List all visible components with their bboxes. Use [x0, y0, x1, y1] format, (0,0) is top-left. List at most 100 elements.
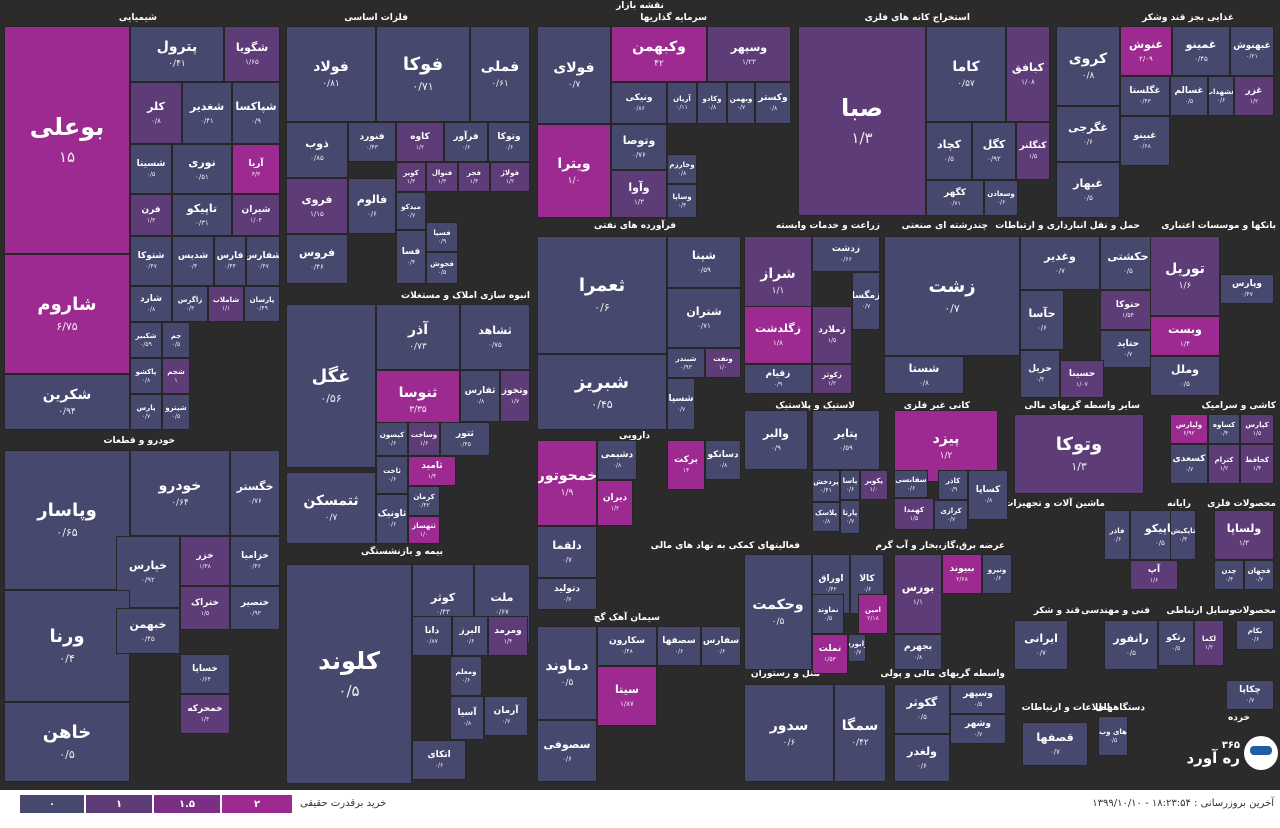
- symbol-tile[interactable]: پکویر ۱/۰: [860, 470, 888, 500]
- symbol-tile[interactable]: شکبیر ۰/۵۹: [130, 322, 162, 358]
- symbol-tile[interactable]: شارد ۰/۸: [130, 286, 172, 322]
- symbol-tile[interactable]: فنوال ۱/۳: [426, 162, 458, 192]
- symbol-tile[interactable]: حآسا ۰/۶: [1020, 290, 1064, 350]
- symbol-tile[interactable]: فسا ۰/۴: [396, 230, 426, 284]
- symbol-tile[interactable]: ببیوند ۲/۶۸: [942, 554, 982, 594]
- symbol-tile[interactable]: ولغدر ۰/۶: [894, 734, 950, 782]
- symbol-tile[interactable]: زشت ۰/۷: [884, 236, 1020, 356]
- symbol-tile[interactable]: غزر ۱/۲: [1234, 76, 1274, 116]
- symbol-tile[interactable]: غبهنوش ۰/۲۱: [1230, 26, 1274, 76]
- symbol-tile[interactable]: ونفت ۱/۰: [705, 348, 741, 378]
- symbol-tile[interactable]: توریل ۱/۶: [1150, 236, 1220, 316]
- symbol-tile[interactable]: لکما ۱/۲: [1194, 620, 1224, 666]
- symbol-tile[interactable]: شجم ۱: [162, 358, 190, 394]
- symbol-tile[interactable]: فروی ۱/۱۵: [286, 178, 348, 234]
- symbol-tile[interactable]: وشهر ۰/۷: [950, 714, 1006, 744]
- symbol-tile[interactable]: شیران ۱/۰۴: [232, 194, 280, 236]
- symbol-tile[interactable]: آرمان ۰/۷: [484, 696, 528, 736]
- symbol-tile[interactable]: شدیس ۰/۴: [172, 236, 214, 286]
- symbol-tile[interactable]: وبهمن ۰/۷: [727, 82, 755, 124]
- symbol-tile[interactable]: کحافظ ۱/۴: [1240, 444, 1274, 484]
- symbol-tile[interactable]: کاذر ۰/۹: [938, 470, 968, 500]
- symbol-tile[interactable]: غگل ۰/۵۶: [286, 304, 376, 468]
- symbol-tile[interactable]: وسپهر ۰/۵: [950, 684, 1006, 714]
- symbol-tile[interactable]: زملارد ۱/۵: [812, 306, 852, 364]
- symbol-tile[interactable]: حریل ۰/۴: [1020, 350, 1060, 398]
- symbol-tile[interactable]: دشیمی ۰/۸: [597, 440, 637, 480]
- symbol-tile[interactable]: ثتمسکن ۰/۷: [286, 472, 376, 544]
- symbol-tile[interactable]: آذر ۰/۷۳: [376, 304, 460, 370]
- symbol-tile[interactable]: کگهر ۰/۷۱: [926, 180, 984, 216]
- symbol-tile[interactable]: گکوثر ۰/۵: [894, 684, 950, 734]
- symbol-tile[interactable]: دلقما ۰/۷: [537, 526, 597, 578]
- symbol-tile[interactable]: آریان ۰/۱۱: [667, 82, 697, 124]
- symbol-tile[interactable]: بجهرم ۰/۸: [894, 634, 942, 670]
- symbol-tile[interactable]: کاوه ۱/۲: [396, 122, 444, 162]
- symbol-tile[interactable]: ثتهساز ۱/۰: [408, 516, 440, 544]
- symbol-tile[interactable]: چدن ۰/۴: [1214, 560, 1244, 590]
- symbol-tile[interactable]: خمحوتور ۱/۹: [537, 440, 597, 526]
- symbol-tile[interactable]: وپارس ۰/۴۷: [1220, 274, 1274, 304]
- symbol-tile[interactable]: بورس ۱/۱: [894, 554, 942, 634]
- symbol-tile[interactable]: سفانسی ۰/۶: [894, 470, 928, 498]
- symbol-tile[interactable]: فملی ۰/۶۱: [470, 26, 530, 122]
- symbol-tile[interactable]: فرآور ۰/۶: [444, 122, 488, 162]
- symbol-tile[interactable]: پترول ۰/۴۱: [130, 26, 224, 82]
- symbol-tile[interactable]: سکارون ۰/۴۸: [597, 626, 657, 666]
- symbol-tile[interactable]: زگلدشت ۱/۸: [744, 306, 812, 364]
- symbol-tile[interactable]: وغدیر ۰/۷: [1020, 236, 1100, 290]
- symbol-tile[interactable]: شستا ۰/۸: [884, 356, 964, 394]
- symbol-tile[interactable]: زاگرس ۰/۳: [172, 286, 208, 322]
- symbol-tile[interactable]: خپارس ۰/۹۲: [116, 536, 180, 608]
- symbol-tile[interactable]: غمینو ۰/۴۵: [1172, 26, 1230, 76]
- symbol-tile[interactable]: شسپا ۰/۷: [667, 378, 695, 430]
- symbol-tile[interactable]: دماوند ۰/۵: [537, 626, 597, 720]
- symbol-tile[interactable]: فروس ۰/۴۶: [286, 234, 348, 284]
- symbol-tile[interactable]: حسینا ۱/۰۷: [1060, 360, 1104, 398]
- symbol-tile[interactable]: ومعلم ۰/۶: [450, 656, 482, 696]
- symbol-tile[interactable]: دیران ۱/۲: [597, 480, 633, 526]
- symbol-tile[interactable]: فنورد ۰/۴۳: [348, 122, 396, 162]
- symbol-tile[interactable]: ونیکی ۰/۸۶: [611, 82, 667, 124]
- symbol-tile[interactable]: شاملاب ۱/۱: [208, 286, 244, 322]
- symbol-tile[interactable]: فجوش ۰/۵: [426, 252, 458, 284]
- symbol-tile[interactable]: ثتور ۰/۴۵: [440, 422, 490, 456]
- symbol-tile[interactable]: وخارزم ۰/۸: [667, 154, 697, 184]
- symbol-tile[interactable]: شغدیر ۰/۴۱: [182, 82, 232, 144]
- symbol-tile[interactable]: کساپا ۰/۸: [968, 470, 1008, 520]
- symbol-tile[interactable]: سمگا ۰/۴۲: [834, 684, 886, 782]
- symbol-tile[interactable]: خودرو ۰/۶۴: [130, 450, 230, 536]
- symbol-tile[interactable]: شتوکا ۰/۴۷: [130, 236, 172, 286]
- symbol-tile[interactable]: وپاسار ۰/۶۵: [4, 450, 130, 590]
- symbol-tile[interactable]: شپاکسا ۰/۹: [232, 82, 280, 144]
- symbol-tile[interactable]: خزر ۱/۳۸: [180, 536, 230, 586]
- symbol-tile[interactable]: وتخوز ۱/۷: [500, 370, 530, 422]
- symbol-tile[interactable]: خبهمن ۰/۴۵: [116, 608, 180, 654]
- symbol-tile[interactable]: سیتا ۱/۸۷: [597, 666, 657, 726]
- symbol-tile[interactable]: ذوب ۰/۸۵: [286, 122, 348, 178]
- symbol-tile[interactable]: کپارس ۱/۵: [1240, 414, 1274, 444]
- symbol-tile[interactable]: وتوصا ۰/۷۶: [611, 124, 667, 170]
- symbol-tile[interactable]: وسپهر ۱/۲۳: [707, 26, 791, 82]
- symbol-tile[interactable]: ثفارس ۰/۸: [460, 370, 500, 422]
- symbol-tile[interactable]: پارتا ۰/۷: [840, 500, 860, 534]
- symbol-tile[interactable]: وملل ۰/۵: [1150, 356, 1220, 396]
- symbol-tile[interactable]: شاروم ۶/۷۵: [4, 254, 130, 374]
- symbol-tile[interactable]: پتایر ۰/۵۹: [812, 410, 880, 470]
- symbol-tile[interactable]: تاپکیش ۰/۴: [1170, 510, 1196, 560]
- symbol-tile[interactable]: زدشت ۰/۶۶: [812, 236, 880, 272]
- symbol-tile[interactable]: نماوند ۰/۵: [812, 594, 844, 634]
- symbol-tile[interactable]: تاپیکو ۰/۳۱: [172, 194, 232, 236]
- symbol-tile[interactable]: فوکا ۰/۷۱: [376, 26, 470, 122]
- symbol-tile[interactable]: ثنوسا ۳/۳۵: [376, 370, 460, 430]
- symbol-tile[interactable]: پردخش ۰/۴۱: [812, 470, 840, 502]
- symbol-tile[interactable]: شبندر ۰/۹۳: [667, 348, 705, 378]
- symbol-tile[interactable]: کسعدی ۰/۷: [1170, 444, 1208, 484]
- symbol-tile[interactable]: دتولید ۰/۷: [537, 578, 597, 610]
- symbol-tile[interactable]: امین ۲/۱۸: [858, 594, 888, 634]
- symbol-tile[interactable]: وکبهمن ۴۲: [611, 26, 707, 82]
- symbol-tile[interactable]: صبا ۱/۳: [798, 26, 926, 216]
- symbol-tile[interactable]: ورنا ۰/۴: [4, 590, 130, 702]
- symbol-tile[interactable]: پلاسک ۰/۸: [812, 502, 840, 532]
- symbol-tile[interactable]: کروی ۰/۸: [1056, 26, 1120, 106]
